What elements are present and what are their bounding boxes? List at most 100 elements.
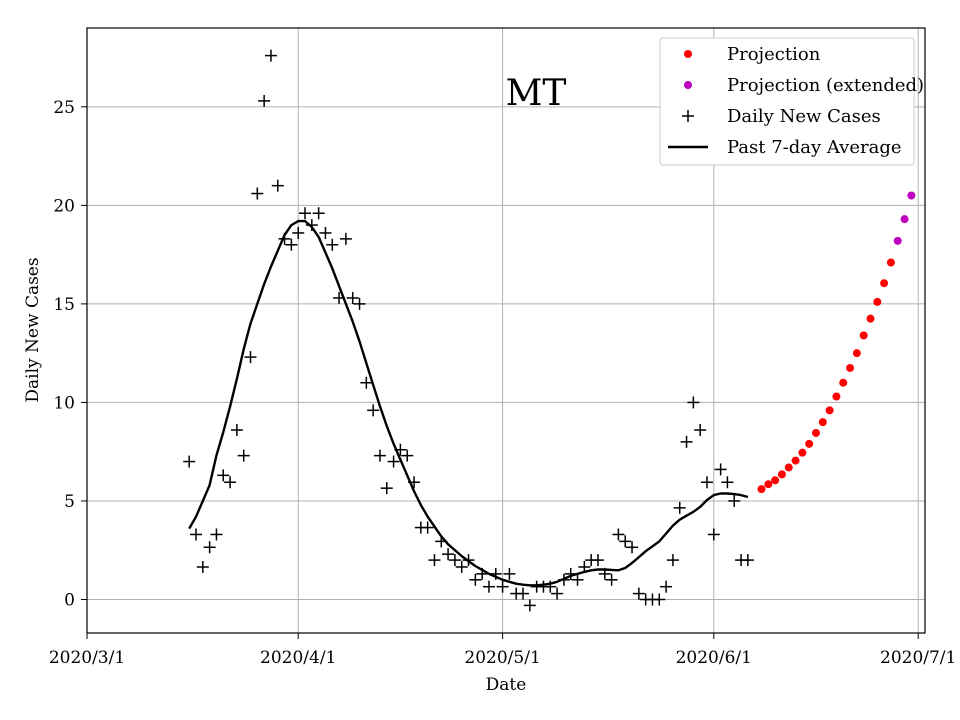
daily-case-point (339, 232, 352, 245)
daily-case-point (305, 219, 318, 232)
daily-case-point (673, 501, 686, 514)
projection-extended-point (907, 191, 916, 200)
daily-case-point (591, 554, 604, 567)
x-tick-label: 2020/7/1 (880, 648, 956, 668)
daily-case-point (428, 554, 441, 567)
daily-case-point (421, 521, 434, 534)
daily-case-point (299, 207, 312, 220)
daily-case-point (707, 528, 720, 541)
daily-case-point (660, 580, 673, 593)
daily-case-point (605, 573, 618, 586)
projection-point (764, 480, 773, 489)
daily-case-point (278, 232, 291, 245)
daily-case-point (394, 443, 407, 456)
projection-point (880, 279, 889, 288)
x-tick-label: 2020/3/1 (49, 648, 125, 668)
projection-point (825, 406, 834, 415)
legend: Projection Projection (extended) Daily New… (659, 37, 924, 166)
daily-case-point (455, 560, 468, 573)
projection-point (757, 485, 766, 494)
projection-point (784, 463, 793, 472)
y-axis-label: Daily New Cases (23, 257, 43, 402)
daily-case-point (435, 535, 448, 548)
daily-case-point (598, 567, 611, 580)
daily-case-point (292, 226, 305, 239)
daily-case-point (360, 376, 373, 389)
legend-marker-plus (682, 110, 694, 122)
daily-case-point (626, 541, 639, 554)
daily-case-point (210, 528, 223, 541)
projection-point (852, 349, 861, 358)
daily-case-point (271, 179, 284, 192)
daily-case-point (190, 528, 203, 541)
x-axis-label: Date (486, 675, 527, 695)
daily-case-point (346, 291, 359, 304)
y-tick-label: 10 (53, 393, 75, 413)
projection-point (771, 476, 780, 485)
legend-label: Past 7-day Average (727, 137, 902, 158)
daily-case-point (380, 482, 393, 495)
projection-point (818, 418, 827, 427)
projection-point (839, 378, 848, 387)
daily-case-point (401, 449, 414, 462)
axes-frame (86, 27, 926, 634)
projection-extended-point (893, 236, 902, 245)
projection-point (886, 258, 895, 267)
daily-case-point (326, 238, 339, 251)
daily-case-point (700, 476, 713, 489)
axis-ticks: 2020/3/1 2020/4/1 2020/5/1 2020/6/1 2020/7/1… (49, 98, 957, 668)
daily-case-point (619, 535, 632, 548)
chart-title: MT (506, 73, 567, 114)
daily-case-point (251, 187, 264, 200)
legend-box (659, 37, 915, 166)
daily-case-point (183, 455, 196, 468)
y-tick-label: 20 (53, 196, 75, 216)
daily-case-point (373, 449, 386, 462)
daily-case-point (503, 567, 516, 580)
daily-case-point (367, 404, 380, 417)
y-tick-label: 5 (64, 492, 75, 512)
daily-case-point (237, 449, 250, 462)
legend-label: Daily New Cases (727, 106, 881, 127)
daily-case-point (551, 587, 564, 600)
daily-case-point (448, 554, 461, 567)
daily-case-point (203, 541, 216, 554)
daily-case-point (578, 560, 591, 573)
daily-case-point (442, 548, 455, 561)
y-tick-label: 15 (53, 295, 75, 315)
legend-marker-dot (684, 81, 692, 89)
daily-case-point (258, 94, 271, 107)
daily-case-point (714, 463, 727, 476)
daily-case-point (523, 599, 536, 612)
x-tick-label: 2020/6/1 (676, 648, 752, 668)
daily-case-point (462, 554, 475, 567)
legend-label: Projection (extended) (727, 75, 924, 96)
daily-case-point (353, 297, 366, 310)
legend-marker-dot (684, 50, 692, 58)
plot-area (183, 49, 916, 612)
daily-case-point (476, 567, 489, 580)
daily-case-point (496, 580, 509, 593)
projection-point (832, 392, 841, 401)
projection-extended-point (900, 215, 909, 224)
x-tick-label: 2020/5/1 (464, 648, 540, 668)
daily-case-point (687, 396, 700, 409)
projection-point (791, 456, 800, 465)
projection-point (859, 331, 868, 340)
legend-label: Projection (727, 44, 821, 65)
daily-case-point (196, 560, 209, 573)
daily-case-point (224, 476, 237, 489)
daily-case-point (333, 291, 346, 304)
projection-point (798, 448, 807, 457)
y-tick-label: 25 (53, 98, 75, 118)
daily-case-point (230, 424, 243, 437)
daily-case-point (557, 573, 570, 586)
y-tick-label: 0 (64, 590, 75, 610)
daily-case-point (694, 424, 707, 437)
daily-case-point (632, 587, 645, 600)
projection-point (846, 363, 855, 372)
daily-case-point (728, 494, 741, 507)
daily-case-point (264, 49, 277, 62)
daily-case-point (653, 593, 666, 606)
